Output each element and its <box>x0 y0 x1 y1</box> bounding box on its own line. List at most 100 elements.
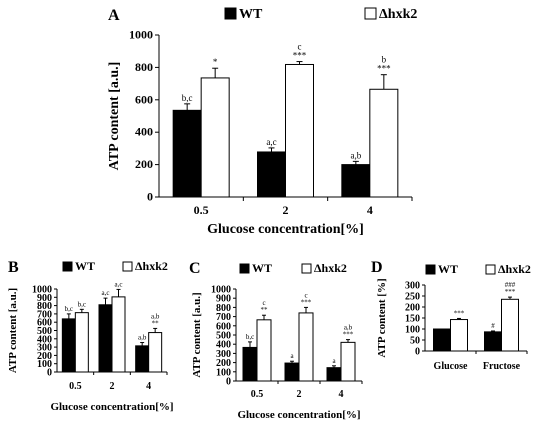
y-tick-label: 200 <box>135 157 153 171</box>
y-tick-label: 400 <box>135 125 153 139</box>
bar-mut <box>111 296 126 373</box>
y-tick-label: 600 <box>216 321 231 332</box>
bar-wt <box>284 362 300 382</box>
legend-swatch-wt <box>62 261 73 272</box>
y-tick-label: 400 <box>37 334 52 345</box>
panel-letter: A <box>108 7 120 24</box>
bar-wt <box>326 367 342 382</box>
y-tick-label: 100 <box>405 325 420 336</box>
data-label: a,c <box>115 280 123 288</box>
legend-swatch-wt <box>425 264 436 275</box>
bar-wt <box>135 345 150 373</box>
x-tick-label: 4 <box>367 203 373 217</box>
y-tick-label: 800 <box>37 301 52 312</box>
data-label: b <box>382 55 387 65</box>
bar-wt <box>61 318 76 373</box>
y-tick-label: 0 <box>415 347 420 358</box>
bar-mut <box>369 88 399 198</box>
x-tick-label: 2 <box>110 381 115 392</box>
bar-mut <box>148 332 163 373</box>
data-label: b,c <box>78 300 86 308</box>
bar-mut <box>200 77 230 198</box>
data-label: ** <box>152 319 160 327</box>
data-label: a <box>332 357 336 365</box>
x-tick-label: 2 <box>283 203 289 217</box>
data-label: a,c <box>266 137 276 147</box>
bar-wt <box>172 109 202 198</box>
legend-label-mut: Δhxk2 <box>498 262 531 276</box>
bar-mut <box>285 63 314 198</box>
x-tick-label: 2 <box>297 389 302 400</box>
y-tick-label: 200 <box>216 358 231 369</box>
legend-label-mut: Δhxk2 <box>314 261 347 275</box>
data-label: # <box>491 322 495 330</box>
legend-swatch-wt <box>224 7 237 20</box>
chart-panel-b: B WT Δhxk2 01002003004005006007008009001000… <box>7 259 174 413</box>
y-tick-label: 0 <box>226 377 231 388</box>
x-tick-label: 0.5 <box>251 389 264 400</box>
y-tick-label: 900 <box>37 293 52 304</box>
x-axis-label: Glucose concentration[%] <box>50 401 173 413</box>
bar-mut <box>256 319 272 382</box>
x-tick-label: Fructose <box>483 361 521 372</box>
bar-mut <box>74 312 89 373</box>
bar-mut <box>340 341 356 382</box>
bar-wt <box>433 328 451 352</box>
data-label: a,b <box>138 334 147 342</box>
y-tick-label: 700 <box>216 312 231 323</box>
data-label: a,c <box>102 289 110 297</box>
x-tick-label: 0.5 <box>69 381 82 392</box>
y-tick-label: 400 <box>216 340 231 351</box>
data-label: c <box>298 42 302 52</box>
y-tick-label: 800 <box>135 60 153 74</box>
data-label: *** <box>505 288 516 296</box>
legend-swatch-mut <box>485 264 496 275</box>
legend-swatch-wt <box>239 263 250 274</box>
bar-wt <box>98 304 113 373</box>
y-tick-label: 800 <box>216 303 231 314</box>
bar-mut <box>298 312 314 382</box>
y-tick-label: 1000 <box>129 28 153 42</box>
x-tick-label: Glucose <box>434 361 468 372</box>
bar-wt <box>242 346 258 382</box>
data-label: a,b <box>151 312 160 320</box>
data-label: *** <box>343 331 354 339</box>
data-label: b,c <box>182 93 193 103</box>
y-axis-label: ATP content [%] <box>376 278 388 357</box>
y-tick-label: 700 <box>37 309 52 320</box>
y-tick-label: 50 <box>410 336 420 347</box>
y-tick-label: 1000 <box>32 285 52 296</box>
legend-swatch-mut <box>122 261 133 272</box>
chart-panel-c: C WT Δhxk2 01002003004005006007008009001000… <box>189 260 363 421</box>
bar-wt <box>341 164 371 198</box>
bar-mut <box>450 319 468 352</box>
data-label: *** <box>377 64 391 74</box>
bar-mut <box>501 298 519 352</box>
y-tick-label: 300 <box>37 343 52 354</box>
x-axis-label: Glucose concentration[%] <box>207 222 364 237</box>
data-label: b,c <box>246 333 254 341</box>
legend-swatch-mut <box>364 7 377 20</box>
legend-swatch-mut <box>301 263 312 274</box>
data-label: *** <box>454 309 465 317</box>
data-label: * <box>213 57 218 67</box>
y-axis-label: ATP content [a.u.] <box>191 292 203 377</box>
y-tick-label: 500 <box>37 326 52 337</box>
y-tick-label: 1000 <box>211 285 231 296</box>
y-tick-label: 250 <box>405 292 420 303</box>
x-tick-label: 4 <box>146 381 151 392</box>
legend-label-wt: WT <box>239 7 263 22</box>
y-tick-label: 200 <box>37 351 52 362</box>
y-tick-label: 300 <box>405 281 420 292</box>
y-tick-label: 100 <box>37 359 52 370</box>
y-tick-label: 150 <box>405 314 420 325</box>
legend: WT Δhxk2 <box>239 261 347 275</box>
legend: WT Δhxk2 <box>62 259 168 273</box>
data-label: *** <box>301 298 312 306</box>
legend-label-wt: WT <box>75 259 95 273</box>
legend-label-mut: Δhxk2 <box>135 259 168 273</box>
bar-wt <box>257 151 286 198</box>
data-label: a,b <box>350 150 361 160</box>
x-axis-label: Glucose concentration[%] <box>237 409 360 421</box>
